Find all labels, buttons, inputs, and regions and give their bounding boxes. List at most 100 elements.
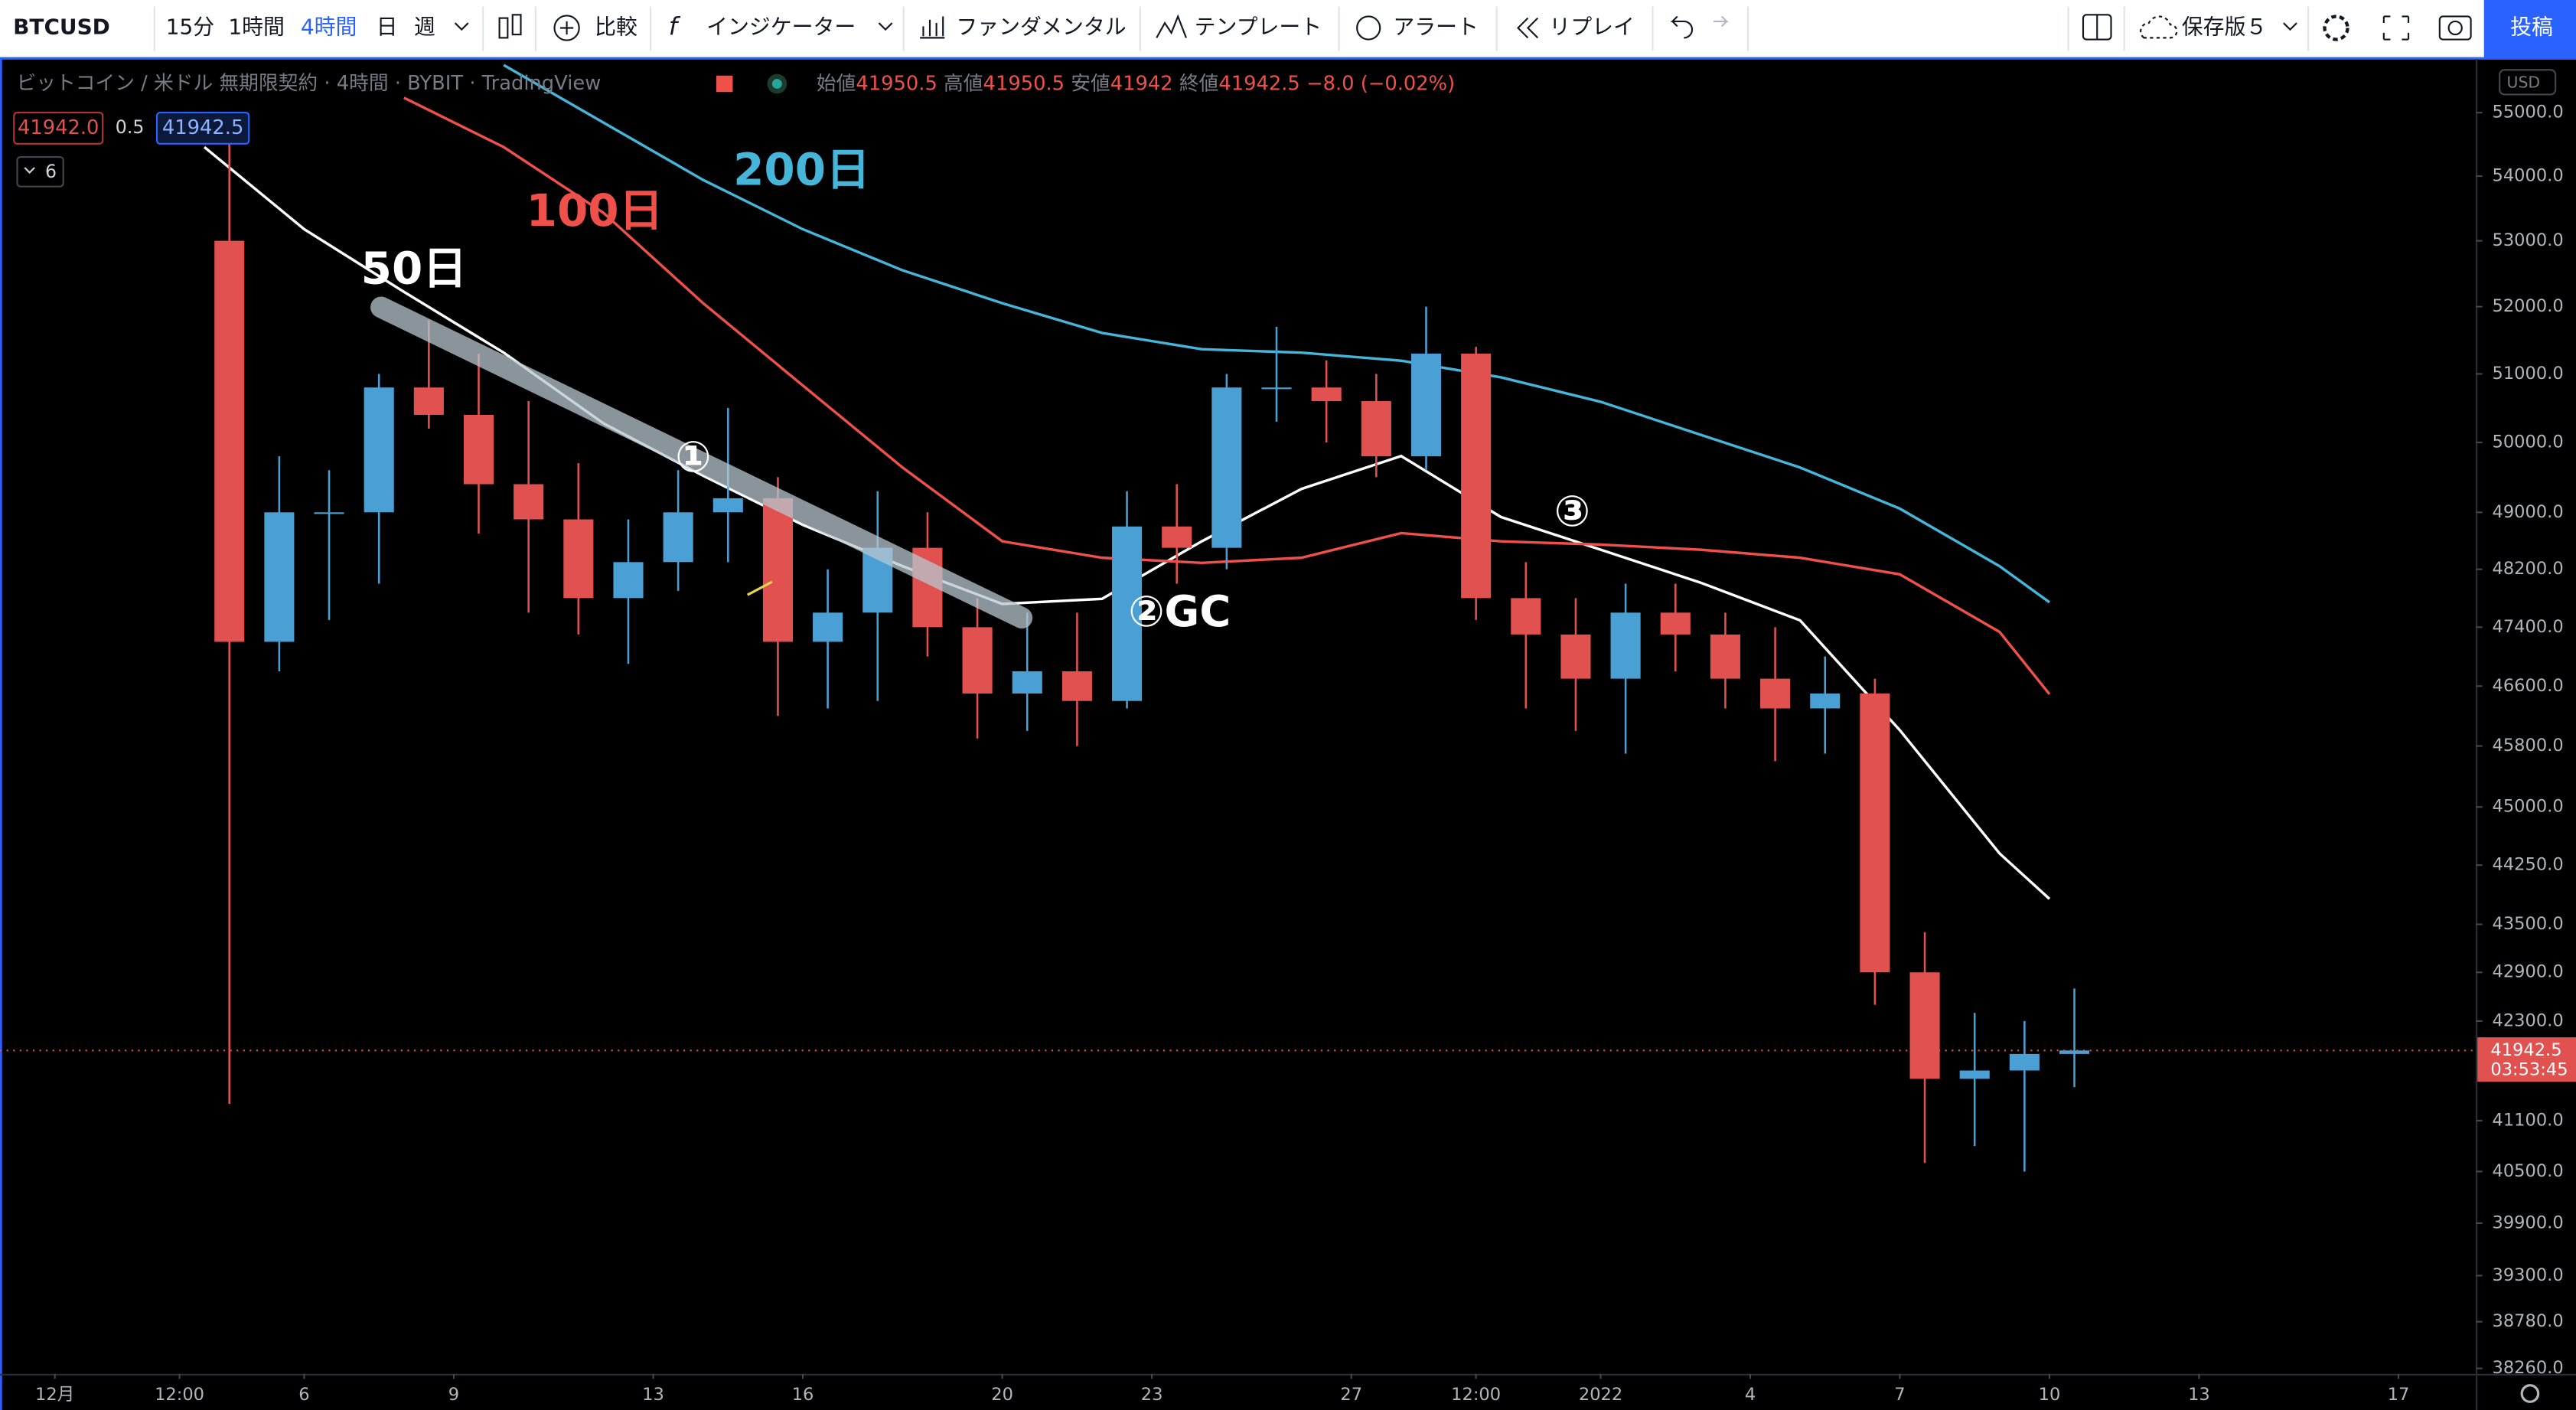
y-tick-label: 38260.0 [2493,1358,2564,1378]
y-tick-label: 48200.0 [2493,559,2564,579]
indicator-count: 6 [45,161,57,182]
ask-box[interactable] [155,111,250,145]
candle-body [1560,634,1591,679]
status-dot [771,79,782,89]
candle-body [314,512,344,514]
y-tick-label: 55000.0 [2493,103,2564,122]
ohlc-value: 41950.5 [983,72,1065,95]
ma-label: 50日 [361,242,468,294]
dropdown-icon[interactable] [454,22,469,31]
flag-icon[interactable] [716,75,733,93]
candle-body [1511,598,1541,635]
candle-body [1461,353,1492,599]
candle-body [264,512,295,642]
ohlc-change: −8.0 (−0.02%) [1306,72,1455,95]
interval[interactable]: 1時間 [228,14,285,39]
candle-body [1410,353,1442,457]
compare-icon[interactable] [553,15,580,41]
annotation: ① [675,432,711,482]
ohlc-label: 高値 [944,72,983,95]
trend-drawing[interactable] [370,296,1033,629]
candle-body [762,498,793,642]
redo-icon[interactable] [1713,15,1729,28]
toolbar [0,0,2576,58]
x-tick-label: 12:00 [155,1385,204,1405]
ask[interactable]: 41942.5 [162,116,243,139]
dropdown-icon[interactable] [2283,22,2297,31]
candle-body [613,562,644,599]
replay-icon[interactable] [1517,17,1539,39]
fundamental-icon[interactable] [920,16,945,39]
y-tick-label: 45000.0 [2493,797,2564,817]
ma-line [403,96,2051,695]
alert-button[interactable]: アラート [1393,14,1479,39]
x-tick-label: 17 [2388,1385,2410,1405]
indicator-button[interactable]: インジケーター [706,14,856,39]
currency-box[interactable] [2499,69,2557,96]
interval-active[interactable]: 4時間 [301,14,357,39]
indicator-toggle[interactable] [16,155,64,188]
dropdown-icon[interactable] [878,22,893,31]
snapshot-icon[interactable] [2438,15,2472,41]
x-tick-label: 7 [1894,1385,1905,1405]
ma-line [503,64,2050,604]
interval[interactable]: 週 [414,14,435,39]
axis-settings-icon[interactable] [2520,1384,2540,1403]
compare-button[interactable]: 比較 [595,14,637,39]
ohlc-value: 41942.5 [1218,72,1299,95]
candle-body [214,240,245,642]
template-icon[interactable] [1156,14,1187,38]
x-tick-label: 9 [448,1385,459,1405]
candle-body [2059,1050,2090,1054]
y-tick-label: 43500.0 [2493,914,2564,934]
candle-body [1810,694,1841,709]
publish-button[interactable]: 投稿 [2510,14,2553,39]
candle-body [1660,612,1691,635]
template-button[interactable]: テンプレート [1195,14,1322,39]
interval[interactable]: 15分 [166,14,214,39]
x-tick-label: 4 [1745,1385,1756,1405]
y-tick-label: 51000.0 [2493,364,2564,384]
x-tick-label: 13 [2188,1385,2210,1405]
x-tick-label: 13 [642,1385,664,1405]
interval[interactable]: 日 [377,14,398,39]
save-button[interactable]: 保存版５ [2182,14,2268,39]
candle-body [1710,634,1740,679]
candle-body [1860,694,1890,973]
currency[interactable]: USD [2507,73,2541,91]
candle-body [712,498,743,513]
ohlc-label: 終値 [1179,72,1218,95]
candle-body [413,387,444,415]
replay-button[interactable]: リプレイ [1549,14,1635,39]
settings-icon[interactable] [2323,15,2349,41]
candle-body [463,414,494,485]
x-tick-label: 12月 [35,1385,74,1405]
x-tick-label: 6 [298,1385,309,1405]
snapshot-lens [2447,20,2463,36]
fullscreen-icon[interactable] [2382,15,2410,41]
y-tick-label: 54000.0 [2493,166,2564,186]
alert-icon[interactable] [1356,15,1381,41]
candle-body [1061,671,1092,701]
undo-icon[interactable] [1670,15,1694,39]
y-tick-label: 52000.0 [2493,296,2564,316]
fundamental-button[interactable]: ファンダメンタル [956,14,1126,39]
x-tick-label: 10 [2039,1385,2061,1405]
candle-body [364,387,394,513]
candle-body [1909,972,1940,1079]
small-drawing[interactable] [746,580,773,596]
ma-label: 100日 [527,184,664,237]
symbol[interactable]: BTCUSD [13,14,110,39]
y-tick-label: 45800.0 [2493,736,2564,756]
bid[interactable]: 41942.0 [18,116,99,139]
candle-icon[interactable] [498,14,522,39]
bid-box[interactable] [13,111,104,145]
publish-button-bg[interactable] [2483,0,2576,58]
y-tick-label: 39300.0 [2493,1265,2564,1285]
candle-body [663,512,693,563]
candle-body [1211,387,1242,548]
cloud-icon[interactable] [2140,15,2178,39]
ohlc-value: 41942 [1110,72,1173,95]
